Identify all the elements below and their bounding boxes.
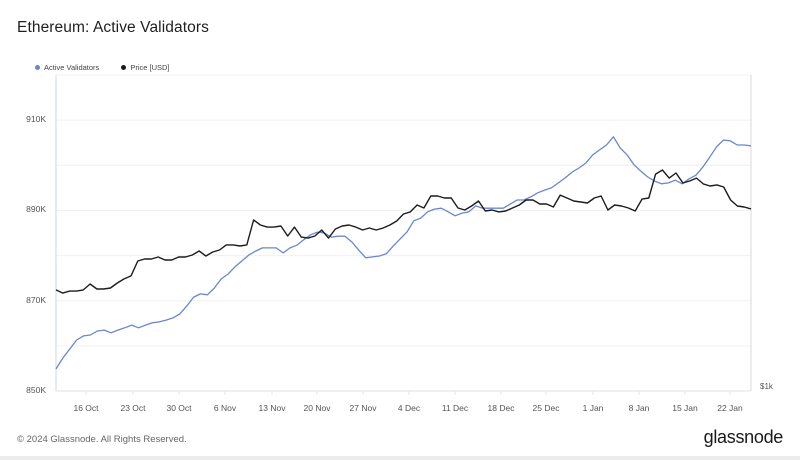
x-tick-label: 23 Oct — [120, 403, 146, 413]
x-tick-label: 27 Nov — [349, 403, 377, 413]
x-tick-label: 1 Jan — [582, 403, 604, 413]
legend-dot-icon — [35, 65, 40, 70]
legend-item-active-validators[interactable]: Active Validators — [35, 63, 99, 72]
y-tick-label: 870K — [26, 294, 46, 305]
x-tick-label: 25 Dec — [532, 403, 560, 413]
x-tick-label: 20 Nov — [303, 403, 331, 413]
legend-dot-icon — [121, 65, 127, 70]
legend-label: Price [USD] — [130, 63, 170, 72]
series-line-active-validators[interactable] — [55, 136, 752, 370]
divider — [0, 456, 800, 460]
x-tick-label: 15 Jan — [672, 403, 698, 413]
legend-label: Active Validators — [44, 63, 100, 72]
legend: Active Validators Price [USD] — [35, 63, 170, 72]
x-tick-label: 16 Oct — [73, 403, 99, 413]
x-tick-label: 22 Jan — [717, 403, 743, 413]
glassnode-logo: glassnode — [703, 427, 784, 447]
x-tick-label: 30 Oct — [166, 403, 192, 413]
x-tick-label: 8 Jan — [628, 403, 650, 413]
legend-item-price[interactable]: Price [USD] — [121, 63, 170, 72]
series-line-price-usd[interactable] — [55, 169, 752, 294]
y2-axis-label: $1k — [760, 382, 773, 391]
copyright-text: © 2024 Glassnode. All Rights Reserved. — [17, 434, 187, 445]
x-tick-label: 4 Dec — [397, 403, 421, 413]
x-tick-label: 11 Dec — [441, 403, 469, 413]
y-tick-label: 890K — [26, 204, 46, 215]
chart-title: Ethereum: Active Validators — [17, 19, 209, 36]
plot-area — [56, 75, 751, 391]
y-tick-label: 910K — [26, 114, 46, 125]
y-tick-label: 850K — [26, 385, 46, 395]
x-tick-label: 18 Dec — [487, 403, 515, 413]
x-tick-label: 6 Nov — [213, 403, 237, 413]
x-tick-label: 13 Nov — [258, 403, 286, 413]
